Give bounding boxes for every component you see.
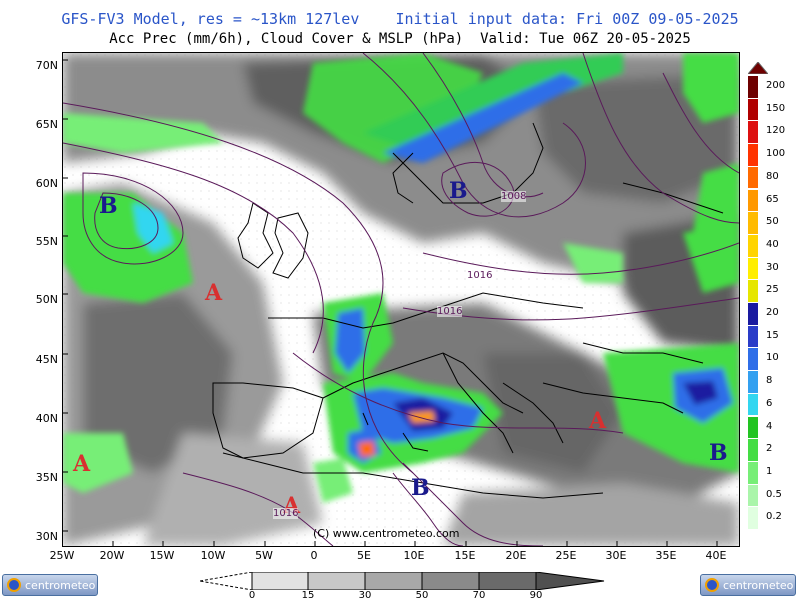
logo-icon xyxy=(705,578,719,592)
cloud-cover-layer xyxy=(63,53,739,546)
legend-label: 15 xyxy=(766,329,779,341)
isobar-label: 1016 xyxy=(437,306,463,317)
legend-swatch xyxy=(748,484,758,507)
legend-label: 1 xyxy=(766,465,773,477)
legend-label: 80 xyxy=(766,170,779,182)
legend-label: 150 xyxy=(766,102,786,114)
low-pressure-center: B xyxy=(449,178,468,204)
product-title: Acc Prec (mm/6h), Cloud Cover & MSLP (hP… xyxy=(109,31,691,47)
legend-swatch xyxy=(748,348,758,371)
legend-swatch xyxy=(748,393,758,416)
lat-label-45n: 45N xyxy=(35,353,58,366)
high-pressure-center: A xyxy=(589,408,607,434)
high-pressure-center: A xyxy=(205,280,223,306)
legend-swatch xyxy=(748,303,758,325)
logo-text: centrometeo xyxy=(25,578,96,592)
legend-label: 4 xyxy=(766,420,773,432)
lat-label-40n: 40N xyxy=(35,412,58,425)
cloud-legend xyxy=(199,571,610,591)
lon-label-20e: 20E xyxy=(505,549,527,562)
lat-label-30n: 30N xyxy=(35,530,58,543)
lon-label-10e: 10E xyxy=(403,549,425,562)
lon-label-35e: 35E xyxy=(655,549,677,562)
legend-label: 0.5 xyxy=(766,488,782,500)
low-pressure-center: B xyxy=(411,475,430,501)
cloud-legend-label: 70 xyxy=(472,590,486,601)
lon-label-30e: 30E xyxy=(605,549,627,562)
legend-arrow-top xyxy=(748,62,768,74)
lon-label-20w: 20W xyxy=(99,549,125,562)
cloud-legend-bar xyxy=(199,571,605,591)
isobar-label: 1016 xyxy=(467,270,493,281)
legend-swatch xyxy=(748,325,758,348)
legend-label: 100 xyxy=(766,148,786,160)
legend-swatch xyxy=(748,76,758,98)
lat-label-35n: 35N xyxy=(35,471,58,484)
low-pressure-center: B xyxy=(99,193,118,219)
isobar-label: 1016 xyxy=(273,508,299,519)
legend-swatch xyxy=(748,280,758,302)
legend-swatch xyxy=(748,257,758,280)
legend-swatch xyxy=(748,416,758,439)
lon-label-40e: 40E xyxy=(705,549,727,562)
legend-swatch xyxy=(748,461,758,484)
legend-label: 25 xyxy=(766,284,779,296)
centrometeo-logo-right[interactable]: centrometeo xyxy=(700,574,796,596)
cloud-legend-label: 50 xyxy=(415,590,429,601)
copyright-text: (C) www.centrometeo.com xyxy=(313,527,460,540)
legend-label: 10 xyxy=(766,352,779,364)
low-pressure-center: B xyxy=(709,440,728,466)
lat-label-50n: 50N xyxy=(35,293,58,306)
precip-layer xyxy=(63,53,739,503)
cloud-legend-label: 15 xyxy=(301,590,315,601)
lon-label-25w: 25W xyxy=(49,549,75,562)
legend-swatch xyxy=(748,439,758,461)
isobar-label: 1008 xyxy=(501,191,527,202)
weather-map[interactable]: B B B B A A A A 1008 1016 1016 1016 (C) … xyxy=(62,52,740,547)
cloud-legend-label: 0 xyxy=(248,590,256,601)
legend-label: 0.2 xyxy=(766,511,782,523)
legend-swatch xyxy=(748,507,758,529)
legend-swatch xyxy=(748,234,758,257)
centrometeo-logo-left[interactable]: centrometeo xyxy=(2,574,98,596)
legend-label: 8 xyxy=(766,375,773,387)
lat-label-65n: 65N xyxy=(35,118,58,131)
lon-label-15e: 15E xyxy=(454,549,476,562)
legend-swatch xyxy=(748,121,758,144)
logo-icon xyxy=(7,578,21,592)
legend-label: 50 xyxy=(766,216,779,228)
legend-swatch xyxy=(748,98,758,121)
lat-label-60n: 60N xyxy=(35,177,58,190)
precip-legend: 200 150 120 100 80 65 50 40 30 25 20 15 10 8 6 4 2 1 0.5 0.… xyxy=(748,62,798,532)
cloud-legend-label: 90 xyxy=(529,590,543,601)
map-canvas xyxy=(63,53,739,546)
legend-label: 65 xyxy=(766,193,779,205)
legend-label: 120 xyxy=(766,125,786,137)
legend-label: 2 xyxy=(766,443,773,455)
legend-swatch xyxy=(748,371,758,393)
lon-label-5e: 5E xyxy=(357,549,371,562)
lon-label-0: 0 xyxy=(310,549,318,562)
legend-label: 20 xyxy=(766,307,779,318)
legend-swatch xyxy=(748,212,758,234)
legend-label: 40 xyxy=(766,238,779,250)
legend-label: 6 xyxy=(766,397,773,409)
legend-label: 30 xyxy=(766,261,779,273)
logo-text: centrometeo xyxy=(723,578,794,592)
lat-label-70n: 70N xyxy=(35,59,58,72)
map-ticks xyxy=(63,59,718,546)
isobars xyxy=(63,53,739,546)
lon-label-25e: 25E xyxy=(555,549,577,562)
legend-label: 200 xyxy=(766,80,786,91)
legend-swatch xyxy=(748,166,758,189)
high-pressure-center: A xyxy=(73,451,91,477)
lon-label-5w: 5W xyxy=(255,549,273,562)
legend-swatch xyxy=(748,144,758,166)
lon-label-15w: 15W xyxy=(149,549,175,562)
cloud-legend-label: 30 xyxy=(358,590,372,601)
model-title: GFS-FV3 Model, res = ~13km 127lev Initia… xyxy=(61,10,739,28)
legend-swatch xyxy=(748,189,758,212)
lat-label-55n: 55N xyxy=(35,235,58,248)
lon-label-10w: 10W xyxy=(200,549,226,562)
